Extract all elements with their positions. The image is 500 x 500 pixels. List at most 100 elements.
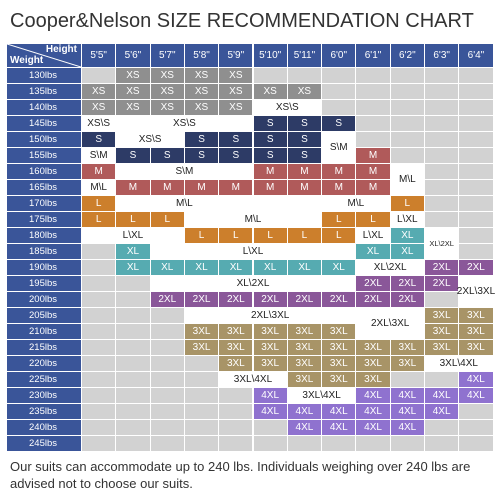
size-cell: XL <box>219 260 253 275</box>
size-cell: XL <box>287 260 322 275</box>
size-cell: 2XL <box>356 292 390 307</box>
size-cell <box>82 180 116 195</box>
height-header: 6'0" <box>322 44 356 67</box>
size-cell <box>219 196 253 211</box>
size-cell <box>253 212 287 227</box>
size-cell: L <box>287 228 322 243</box>
size-cell: XL <box>390 228 424 243</box>
size-cell: S <box>219 132 253 147</box>
transition-label: M\L <box>347 198 365 209</box>
size-cell: 4XL <box>253 404 287 419</box>
weight-header: 215lbs <box>7 340 81 355</box>
size-cell <box>459 180 493 195</box>
size-cell: L <box>390 196 424 211</box>
size-cell <box>150 388 184 403</box>
size-cell: 2XL <box>150 292 184 307</box>
size-cell: S <box>184 148 219 163</box>
size-cell <box>425 180 459 195</box>
size-cell <box>287 244 322 259</box>
size-cell <box>322 244 356 259</box>
size-cell: S <box>82 132 116 147</box>
size-cell: M <box>356 164 390 179</box>
size-cell: XS <box>219 68 253 83</box>
size-cell <box>459 436 493 451</box>
size-cell <box>150 372 184 387</box>
size-cell <box>150 324 184 339</box>
size-cell: 4XL <box>390 420 424 435</box>
size-cell <box>184 436 219 451</box>
size-cell: M <box>219 180 253 195</box>
size-cell: XL <box>253 260 287 275</box>
size-cell <box>116 388 150 403</box>
size-cell <box>219 308 253 323</box>
size-cell: 3XL <box>425 308 459 323</box>
corner-header: Height Weight <box>7 44 81 67</box>
size-cell <box>184 372 219 387</box>
size-cell <box>322 148 356 163</box>
weight-header: 200lbs <box>7 292 81 307</box>
size-cell <box>425 244 459 259</box>
size-cell <box>390 84 424 99</box>
size-cell: M <box>287 180 322 195</box>
weight-header: 240lbs <box>7 420 81 435</box>
size-cell: S <box>287 132 322 147</box>
size-cell <box>287 308 322 323</box>
size-cell <box>459 292 493 307</box>
size-cell <box>82 228 116 243</box>
size-cell <box>116 436 150 451</box>
size-cell <box>425 164 459 179</box>
size-cell <box>82 388 116 403</box>
size-cell <box>459 68 493 83</box>
size-cell <box>150 196 184 211</box>
size-cell: 4XL <box>425 404 459 419</box>
size-cell: M <box>356 180 390 195</box>
size-cell: XS <box>82 84 116 99</box>
size-cell <box>253 244 287 259</box>
size-cell: M <box>150 180 184 195</box>
size-cell <box>356 116 390 131</box>
size-cell <box>425 356 459 371</box>
size-cell: 3XL <box>322 372 356 387</box>
size-cell <box>219 116 253 131</box>
size-cell <box>184 356 219 371</box>
size-cell <box>287 196 322 211</box>
size-cell <box>253 372 287 387</box>
size-cell: S <box>322 116 356 131</box>
height-header: 6'3" <box>425 44 459 67</box>
size-cell: XS <box>150 68 184 83</box>
weight-header: 170lbs <box>7 196 81 211</box>
size-cell <box>459 212 493 227</box>
size-cell: S <box>253 116 287 131</box>
transition-label: XS\S <box>138 134 162 145</box>
size-cell: L <box>356 212 390 227</box>
size-cell <box>116 308 150 323</box>
transition-label: XS\S <box>87 118 111 129</box>
size-cell: S <box>219 148 253 163</box>
height-header: 5'10" <box>253 44 287 67</box>
size-cell <box>219 212 253 227</box>
size-cell <box>219 244 253 259</box>
size-cell <box>150 276 184 291</box>
size-cell <box>82 148 116 163</box>
size-cell <box>390 372 424 387</box>
size-cell: S <box>253 132 287 147</box>
capacity-note: Our suits can accommodate up to 240 lbs.… <box>10 459 471 491</box>
size-cell <box>82 292 116 307</box>
size-cell <box>287 68 322 83</box>
size-cell <box>253 196 287 211</box>
size-cell <box>425 100 459 115</box>
size-cell: 2XL <box>287 292 322 307</box>
size-cell: 4XL <box>356 420 390 435</box>
size-cell: 3XL <box>253 356 287 371</box>
size-cell <box>459 228 493 243</box>
size-cell: 4XL <box>390 388 424 403</box>
size-cell <box>150 308 184 323</box>
size-cell <box>287 212 322 227</box>
weight-header: 235lbs <box>7 404 81 419</box>
size-cell: L <box>82 196 116 211</box>
size-cell: 4XL <box>287 404 322 419</box>
weight-header: 195lbs <box>7 276 81 291</box>
size-cell: L <box>322 228 356 243</box>
size-cell: XS <box>150 100 184 115</box>
size-cell: 2XL <box>390 276 424 291</box>
